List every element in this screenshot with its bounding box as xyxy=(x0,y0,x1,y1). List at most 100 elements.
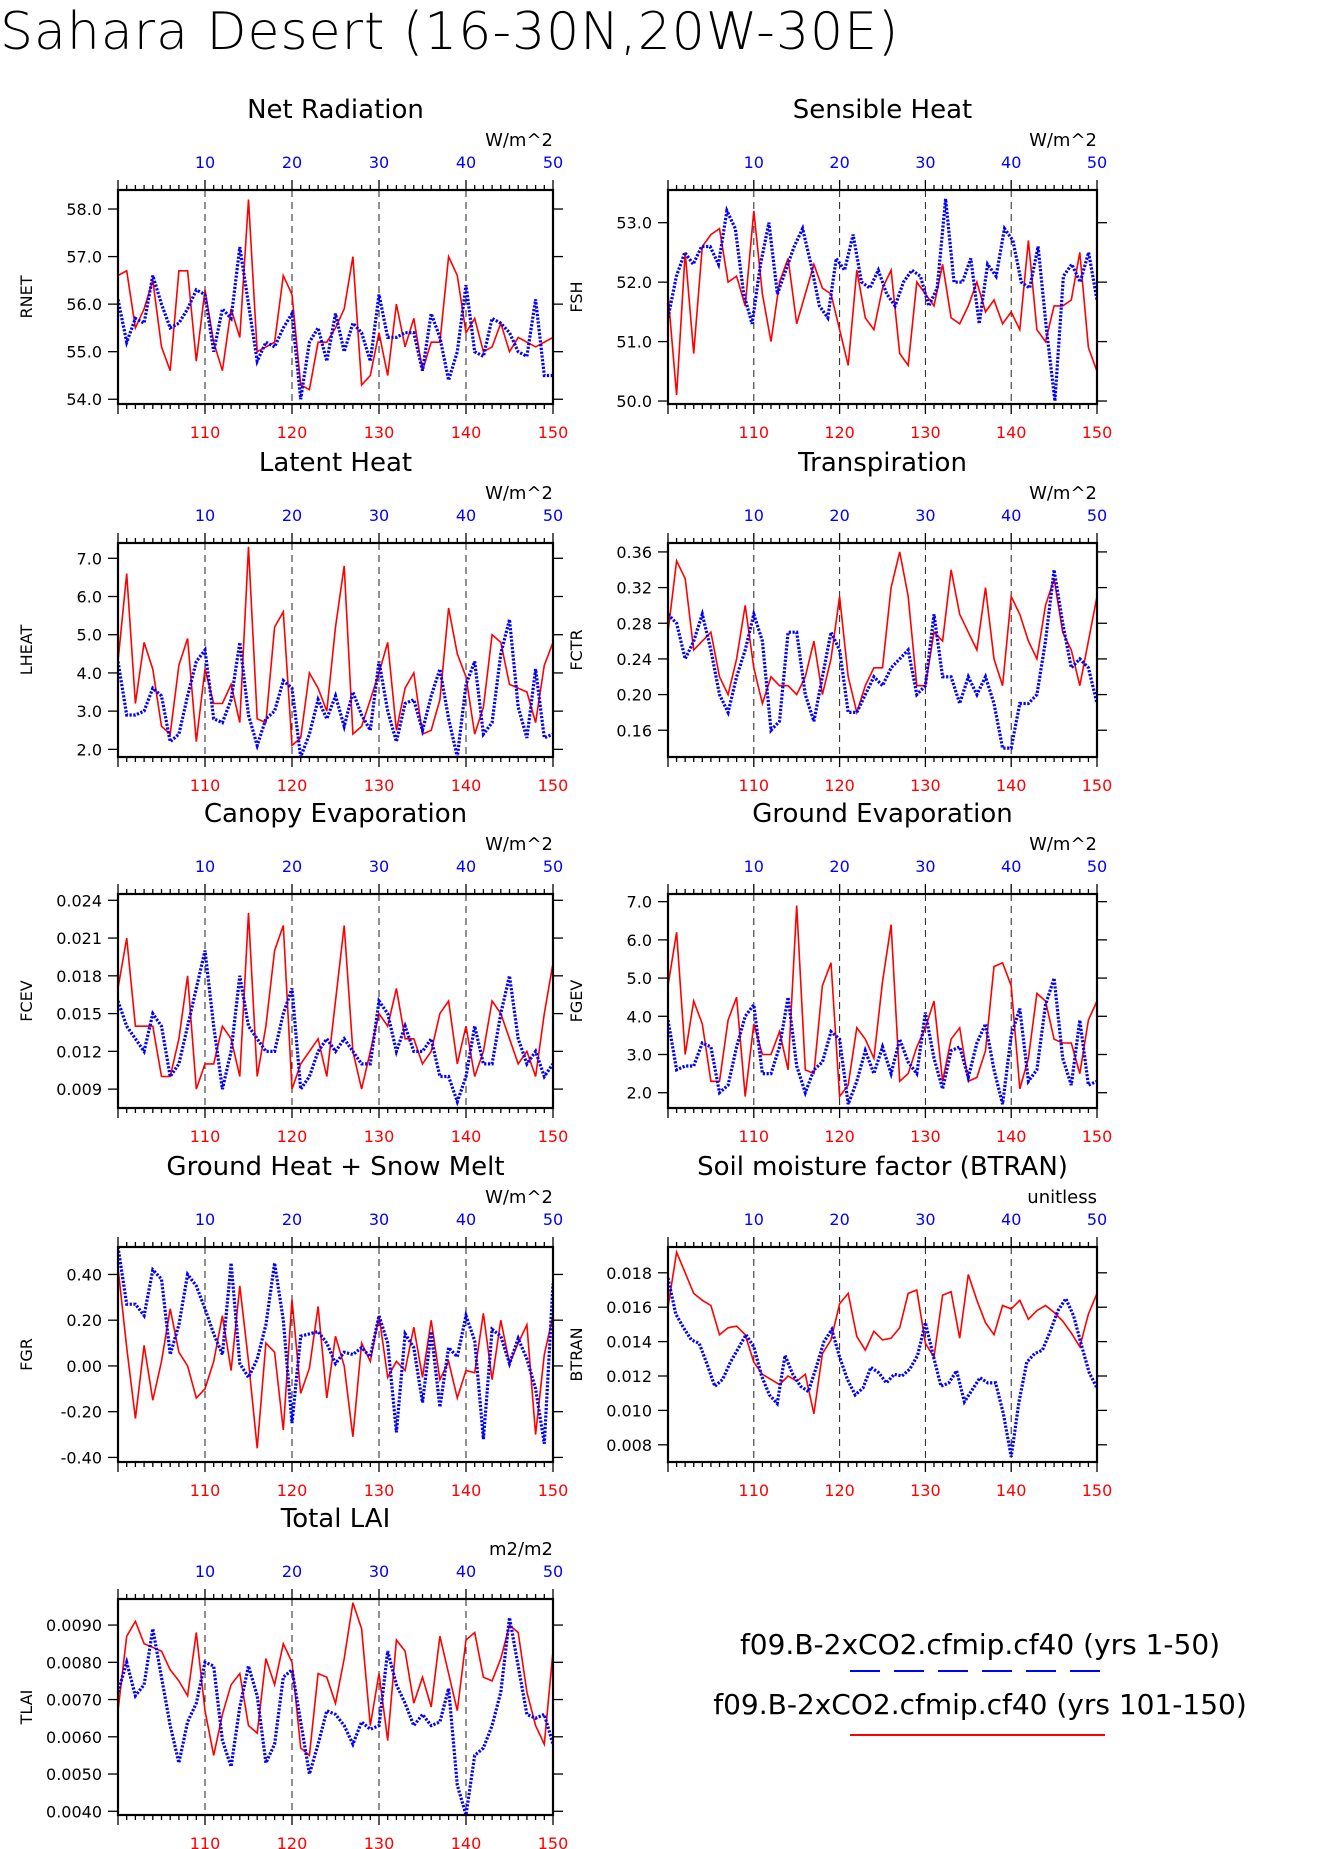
legend-label-series-2: f09.B-2xCO2.cfmip.cf40 (yrs 101-150) xyxy=(713,1688,1247,1721)
legend-label-series-1: f09.B-2xCO2.cfmip.cf40 (yrs 1-50) xyxy=(739,1628,1221,1661)
bottom-tick-label: 150 xyxy=(1082,776,1113,795)
series-line-yrs-101-150 xyxy=(668,551,1097,716)
series-line-yrs-1-50 xyxy=(118,1247,553,1444)
top-tick-label: 40 xyxy=(456,506,476,525)
top-tick-label: 30 xyxy=(369,1210,389,1229)
panel-fctr: Transpiration W/m^2 10 110 20 120 30 130 40 140 50… xyxy=(567,448,1112,795)
y-tick-label: 0.010 xyxy=(606,1401,652,1420)
bottom-tick-label: 120 xyxy=(277,1834,308,1849)
bottom-tick-label: 150 xyxy=(538,423,569,442)
y-tick-label: 54.0 xyxy=(66,390,102,409)
y-tick-label: 6.0 xyxy=(77,588,102,607)
series-line-yrs-1-50 xyxy=(668,198,1097,402)
plot-frame xyxy=(116,892,555,1110)
chart-title: Total LAI xyxy=(280,1504,391,1534)
top-tick-label: 40 xyxy=(1001,1210,1021,1229)
bottom-tick-label: 150 xyxy=(1082,1481,1113,1500)
y-tick-label: 0.018 xyxy=(606,1264,652,1283)
units-label: W/m^2 xyxy=(485,130,553,151)
y-tick-label: 0.021 xyxy=(56,929,102,948)
top-tick-label: 20 xyxy=(282,857,302,876)
plot-frame xyxy=(116,1245,555,1464)
panel-lheat: Latent Heat W/m^2 10 110 20 120 30 130 40 140 50 15… xyxy=(17,448,568,795)
bottom-tick-label: 140 xyxy=(996,423,1027,442)
y-axis-label: FCEV xyxy=(17,980,36,1021)
top-tick-label: 30 xyxy=(915,153,935,172)
top-tick-label: 30 xyxy=(369,153,389,172)
y-tick-label: 0.20 xyxy=(616,686,652,705)
top-tick-label: 10 xyxy=(195,857,215,876)
units-label: W/m^2 xyxy=(1029,483,1097,504)
bottom-tick-label: 140 xyxy=(996,1481,1027,1500)
bottom-tick-label: 110 xyxy=(190,1481,221,1500)
y-axis-label: FGR xyxy=(17,1338,36,1371)
top-tick-label: 20 xyxy=(829,506,849,525)
y-tick-label: 0.0080 xyxy=(46,1653,102,1672)
top-tick-label: 10 xyxy=(195,153,215,172)
bottom-tick-label: 150 xyxy=(1082,1127,1113,1146)
series-line-yrs-101-150 xyxy=(668,1249,1097,1414)
y-tick-label: 0.008 xyxy=(606,1436,652,1455)
units-label: W/m^2 xyxy=(485,834,553,855)
y-tick-label: 0.0040 xyxy=(46,1802,102,1821)
plot-frame xyxy=(666,541,1099,759)
series-line-yrs-101-150 xyxy=(668,210,1097,396)
y-tick-label: 0.012 xyxy=(56,1042,102,1061)
bottom-tick-label: 120 xyxy=(277,1481,308,1500)
panel-tlai: Total LAI m2/m2 10 110 20 120 30 130 40 140 50 150 0… xyxy=(17,1504,568,1849)
y-tick-label: 0.0070 xyxy=(46,1691,102,1710)
top-tick-label: 30 xyxy=(369,857,389,876)
y-tick-label: 0.018 xyxy=(56,967,102,986)
y-tick-label: 0.20 xyxy=(66,1311,102,1330)
bottom-tick-label: 150 xyxy=(538,776,569,795)
panel-btran: Soil moisture factor (BTRAN) unitless 10 11… xyxy=(567,1152,1112,1500)
bottom-tick-label: 120 xyxy=(824,776,855,795)
plot-frame xyxy=(116,1597,555,1817)
top-tick-label: 40 xyxy=(1001,857,1021,876)
top-tick-label: 50 xyxy=(543,506,563,525)
series-line-yrs-1-50 xyxy=(668,569,1097,750)
bottom-tick-label: 110 xyxy=(739,776,770,795)
panel-fgev: Ground Evaporation W/m^2 10 110 20 120 30 130 40… xyxy=(567,799,1112,1146)
top-tick-label: 50 xyxy=(543,1210,563,1229)
y-axis-label: TLAI xyxy=(17,1690,36,1726)
y-tick-label: 0.009 xyxy=(56,1080,102,1099)
y-tick-label: 4.0 xyxy=(627,1007,652,1026)
bottom-tick-label: 130 xyxy=(364,1481,395,1500)
y-tick-label: 0.00 xyxy=(66,1357,102,1376)
bottom-tick-label: 120 xyxy=(277,1127,308,1146)
bottom-tick-label: 110 xyxy=(739,423,770,442)
bottom-tick-label: 130 xyxy=(910,1127,941,1146)
top-tick-label: 40 xyxy=(456,1562,476,1581)
y-tick-label: 3.0 xyxy=(77,702,102,721)
y-tick-label: 0.012 xyxy=(606,1367,652,1386)
y-tick-label: 0.014 xyxy=(606,1333,652,1352)
page-title: Sahara Desert (16-30N,20W-30E) xyxy=(0,2,900,62)
top-tick-label: 20 xyxy=(829,1210,849,1229)
y-tick-label: 0.016 xyxy=(606,1298,652,1317)
series-line-yrs-1-50 xyxy=(118,950,553,1107)
y-tick-label: -0.20 xyxy=(61,1403,102,1422)
top-tick-label: 30 xyxy=(369,1562,389,1581)
top-tick-label: 50 xyxy=(543,1562,563,1581)
units-label: unitless xyxy=(1027,1187,1097,1208)
series-line-yrs-101-150 xyxy=(118,199,553,391)
bottom-tick-label: 130 xyxy=(364,1127,395,1146)
top-tick-label: 10 xyxy=(195,506,215,525)
y-axis-label: BTRAN xyxy=(567,1327,586,1381)
bottom-tick-label: 110 xyxy=(190,1834,221,1849)
y-axis-label: FGEV xyxy=(567,980,586,1023)
panel-fgr: Ground Heat + Snow Melt W/m^2 10 110 20 120 30… xyxy=(17,1152,568,1500)
plot-frame xyxy=(666,892,1099,1110)
bottom-tick-label: 150 xyxy=(538,1481,569,1500)
units-label: W/m^2 xyxy=(1029,130,1097,151)
legend-line-series-2 xyxy=(850,1734,1105,1736)
units-label: W/m^2 xyxy=(485,1187,553,1208)
plot-frame xyxy=(116,188,555,406)
plot-frame xyxy=(666,1245,1099,1464)
chart-title: Ground Evaporation xyxy=(752,799,1012,829)
y-tick-label: 58.0 xyxy=(66,200,102,219)
chart-title: Ground Heat + Snow Melt xyxy=(166,1152,504,1182)
y-tick-label: 0.0050 xyxy=(46,1765,102,1784)
